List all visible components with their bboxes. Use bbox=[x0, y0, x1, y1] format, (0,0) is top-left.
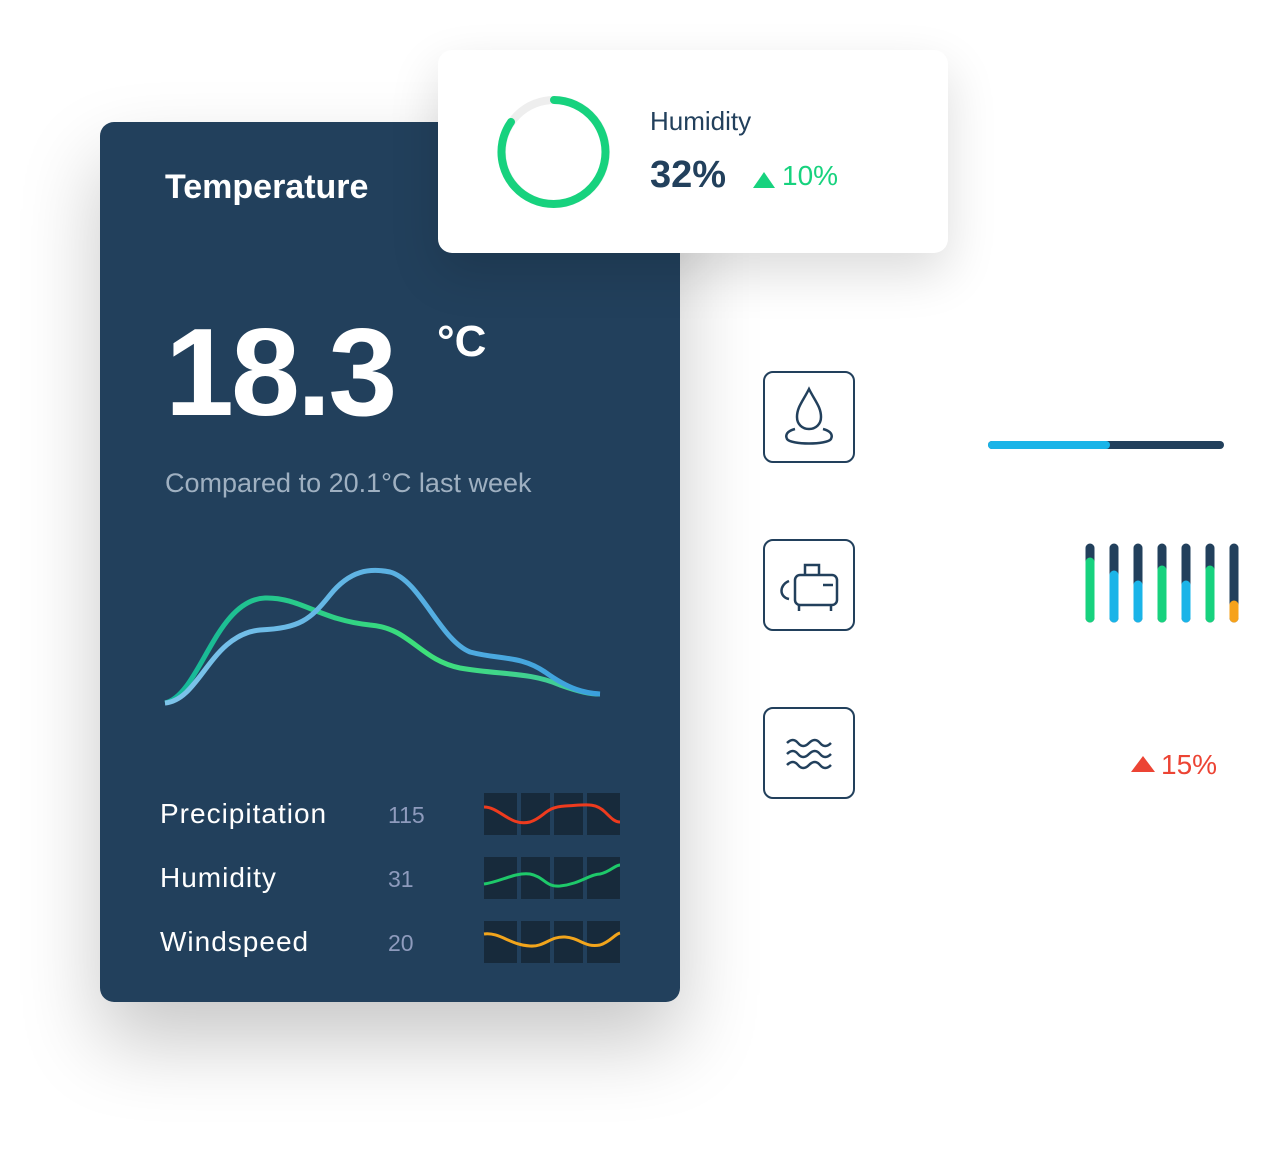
row-label: Precipitation bbox=[160, 798, 328, 829]
temperature-chart bbox=[164, 567, 621, 963]
up-arrow bbox=[1131, 756, 1155, 772]
humidity-change: 10% bbox=[782, 160, 839, 191]
humidity-title: Humidity bbox=[650, 106, 752, 136]
row-value: 31 bbox=[388, 866, 414, 892]
curve bbox=[164, 595, 601, 706]
row-label: Windspeed bbox=[160, 926, 310, 957]
humidity-value: 32% bbox=[650, 154, 727, 196]
humidity-card: Humidity 32% 10% bbox=[438, 50, 948, 253]
temperature-value: 18.3 bbox=[165, 304, 397, 442]
waves-icon bbox=[763, 707, 855, 799]
comparison-text: Compared to 20.1°C last week bbox=[165, 468, 532, 498]
side-change: 15% bbox=[1161, 749, 1218, 780]
side-graphics bbox=[988, 441, 1239, 623]
row-value: 115 bbox=[388, 802, 425, 828]
row-label: Humidity bbox=[160, 862, 277, 893]
up-arrow bbox=[753, 172, 775, 188]
row-value: 20 bbox=[388, 930, 414, 956]
water-icon bbox=[763, 371, 855, 463]
engine-icon bbox=[763, 539, 855, 631]
curve bbox=[164, 567, 601, 706]
humidity-ring bbox=[497, 96, 610, 208]
temperature-card: Temperature 18.3 °C Compared to 20.1°C l… bbox=[100, 122, 680, 1002]
temperature-unit: °C bbox=[437, 317, 487, 366]
sparklines bbox=[483, 793, 621, 963]
card-title: Temperature bbox=[165, 168, 369, 206]
